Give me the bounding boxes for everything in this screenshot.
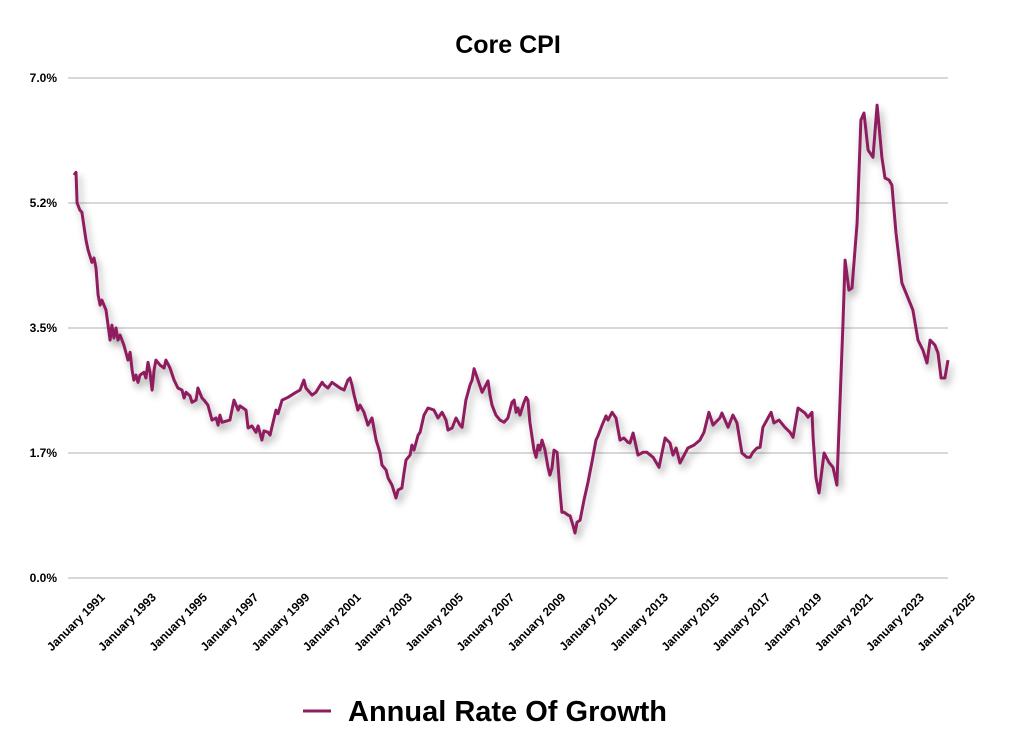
series-line-annual-rate-of-growth (72, 103, 950, 535)
legend-label: Annual Rate Of Growth (348, 696, 667, 728)
chart-title: Core CPI (455, 31, 561, 59)
legend: Annual Rate Of Growth (303, 696, 667, 728)
y-tick-label: 1.7% (30, 446, 58, 460)
y-tick-label: 0.0% (30, 571, 58, 585)
y-tick-label: 3.5% (30, 321, 58, 335)
gridlines (68, 77, 948, 579)
y-tick-label: 7.0% (30, 71, 58, 85)
y-axis-ticks: 0.0% 1.7% 3.5% 5.2% 7.0% (30, 71, 58, 585)
y-tick-label: 5.2% (30, 196, 58, 210)
